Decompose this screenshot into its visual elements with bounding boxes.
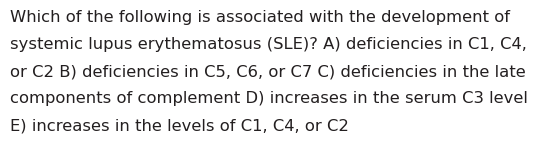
Text: or C2 B) deficiencies in C5, C6, or C7 C) deficiencies in the late: or C2 B) deficiencies in C5, C6, or C7 C… [10, 64, 526, 79]
Text: Which of the following is associated with the development of: Which of the following is associated wit… [10, 10, 510, 25]
Text: components of complement D) increases in the serum C3 level: components of complement D) increases in… [10, 91, 528, 106]
Text: E) increases in the levels of C1, C4, or C2: E) increases in the levels of C1, C4, or… [10, 118, 349, 133]
Text: systemic lupus erythematosus (SLE)? A) deficiencies in C1, C4,: systemic lupus erythematosus (SLE)? A) d… [10, 37, 527, 52]
